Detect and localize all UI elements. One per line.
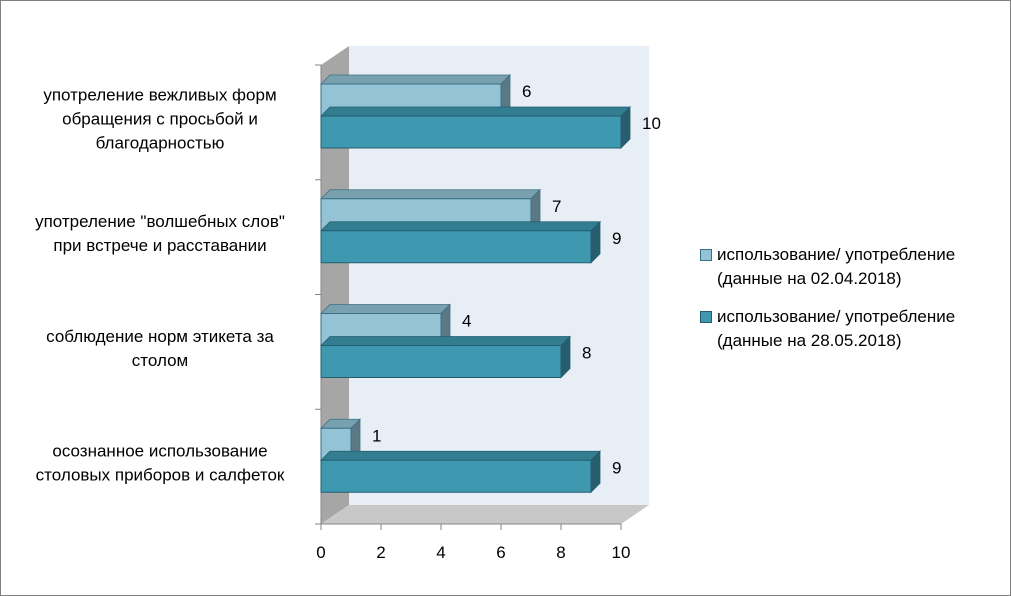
chart-floor — [321, 505, 649, 524]
legend-label-series-2-line-1: использование/ употребление — [717, 307, 956, 326]
data-label-s1-c4: 1 — [372, 426, 381, 445]
data-label-s2-c1: 10 — [642, 114, 661, 133]
bar-s2-c4 — [320, 459, 592, 493]
bar-s1-c3-top — [320, 304, 451, 314]
data-label-s1-c1: 6 — [522, 82, 531, 101]
x-tick-label-4: 8 — [556, 543, 565, 562]
bar-s2-c3-top — [320, 336, 571, 346]
bar-s2-c3 — [320, 345, 562, 378]
bar-s2-c1 — [320, 115, 622, 149]
category-label-1-line-1: употреление вежливых форм — [43, 85, 276, 104]
data-label-s2-c2: 9 — [612, 229, 621, 248]
legend-label-series-1-line-1: использование/ употребление — [717, 245, 956, 264]
bar-s1-c2-top — [320, 189, 541, 200]
legend-label-series-2-line-2: (данные на 28.05.2018) — [717, 331, 902, 350]
category-label-1-line-2: обращения с просьбой и — [62, 109, 258, 128]
data-label-s1-c3: 4 — [462, 312, 471, 331]
legend-swatch-series-2 — [700, 311, 712, 323]
category-label-4-line-2: столовых приборов и салфеток — [36, 466, 285, 485]
category-label-3-line-2: столом — [132, 351, 188, 370]
bar-s2-c2-top — [320, 221, 601, 232]
x-tick-label-1: 2 — [376, 543, 385, 562]
x-tick-label-5: 10 — [612, 543, 631, 562]
category-label-2-line-2: при встрече и расставании — [53, 236, 266, 255]
bar-s2-c1-top — [320, 106, 631, 117]
legend-swatch-series-1 — [700, 249, 712, 261]
chart-side-wall — [321, 46, 349, 524]
legend-label-series-1-line-2: (данные на 02.04.2018) — [717, 269, 902, 288]
data-label-s1-c2: 7 — [552, 197, 561, 216]
bar-s2-c4-top — [320, 450, 601, 461]
chart-back-wall — [349, 46, 649, 505]
legend: использование/ употребление (данные на 0… — [700, 243, 1000, 367]
x-tick-label-3: 6 — [496, 543, 505, 562]
legend-item-series-1: использование/ употребление (данные на 0… — [700, 243, 1000, 291]
category-label-3-line-1: соблюдение норм этикета за — [46, 327, 274, 346]
data-label-s2-c3: 8 — [582, 344, 591, 363]
x-tick-label-0: 0 — [316, 543, 325, 562]
category-label-1-line-3: благодарностью — [96, 133, 225, 152]
legend-item-series-2: использование/ употребление (данные на 2… — [700, 305, 1000, 353]
bar-s2-c2 — [320, 230, 592, 264]
bar-s1-c1-top — [320, 74, 511, 85]
x-tick-label-2: 4 — [436, 543, 445, 562]
data-label-s2-c4: 9 — [612, 458, 621, 477]
category-label-2-line-1: употреление "волшебных слов" — [35, 212, 285, 231]
category-label-4-line-1: осознанное использование — [52, 442, 267, 461]
